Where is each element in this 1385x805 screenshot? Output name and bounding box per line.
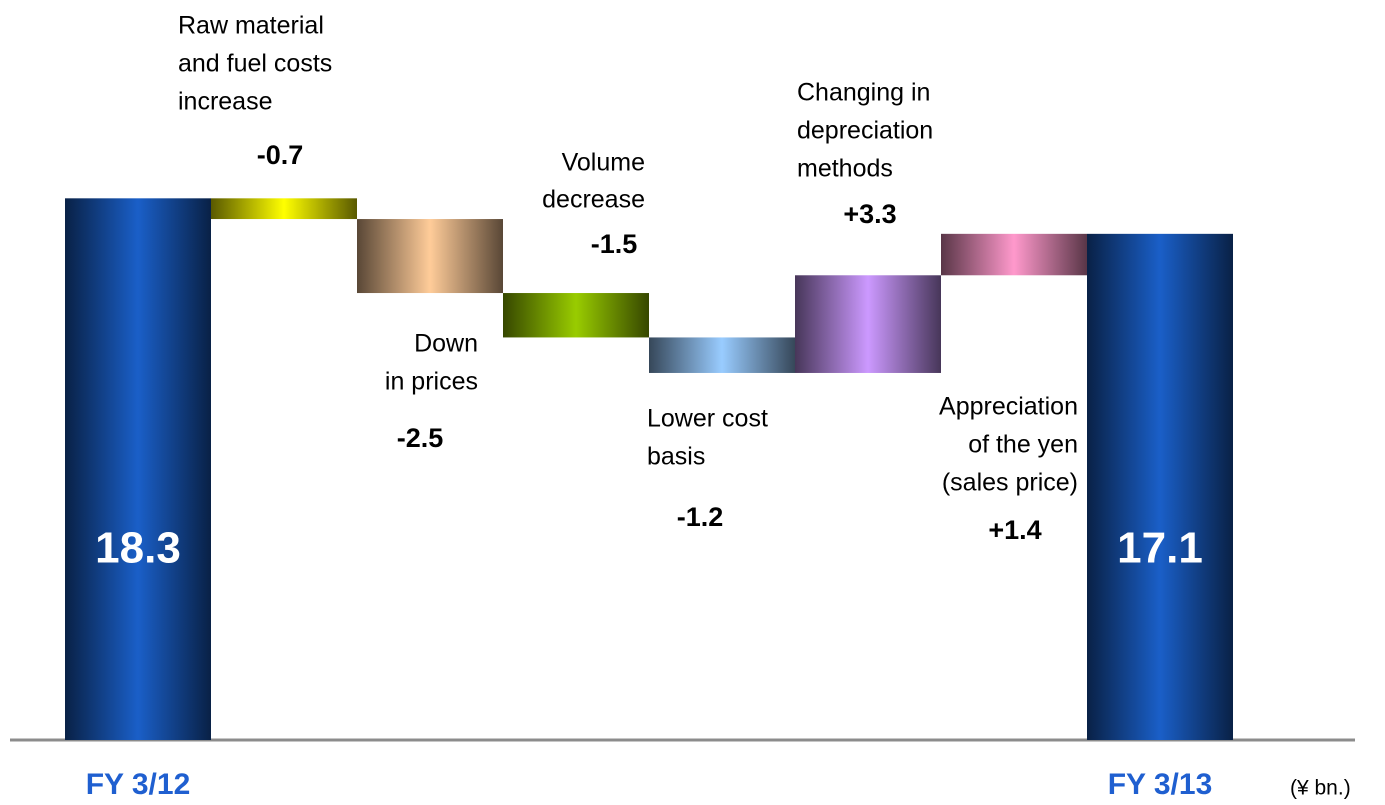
bar [795, 275, 941, 373]
bar [357, 219, 503, 294]
category-label: Down [414, 330, 478, 358]
category-label: Volume [562, 149, 645, 177]
bar [503, 293, 649, 338]
category-label: (sales price) [942, 469, 1078, 497]
category-label: Lower cost [647, 405, 768, 433]
category-label: FY 3/13 [1108, 768, 1213, 801]
value-label: 17.1 [1117, 524, 1203, 573]
category-label: depreciation [797, 117, 933, 145]
category-label: Appreciation [939, 393, 1078, 421]
value-label: -1.2 [677, 502, 724, 532]
category-label: increase [178, 88, 273, 116]
value-label: -2.5 [397, 423, 444, 453]
category-label: Raw material [178, 12, 324, 40]
category-label: FY 3/12 [86, 768, 191, 801]
category-label: in prices [385, 368, 478, 396]
category-label: Changing in [797, 79, 930, 107]
bar [211, 198, 357, 220]
category-label: basis [647, 443, 705, 471]
bar [941, 233, 1087, 276]
bar [649, 337, 795, 373]
bar [1087, 233, 1233, 740]
bar [65, 198, 211, 740]
unit-label: (¥ bn.) [1290, 777, 1351, 800]
value-label: +1.4 [988, 515, 1041, 545]
category-label: decrease [542, 186, 645, 214]
category-label: and fuel costs [178, 50, 332, 78]
category-label: methods [797, 155, 893, 183]
value-label: 18.3 [95, 524, 181, 573]
category-label: of the yen [968, 431, 1078, 459]
value-label: -0.7 [257, 140, 304, 170]
value-label: +3.3 [843, 199, 896, 229]
value-label: -1.5 [591, 229, 638, 259]
